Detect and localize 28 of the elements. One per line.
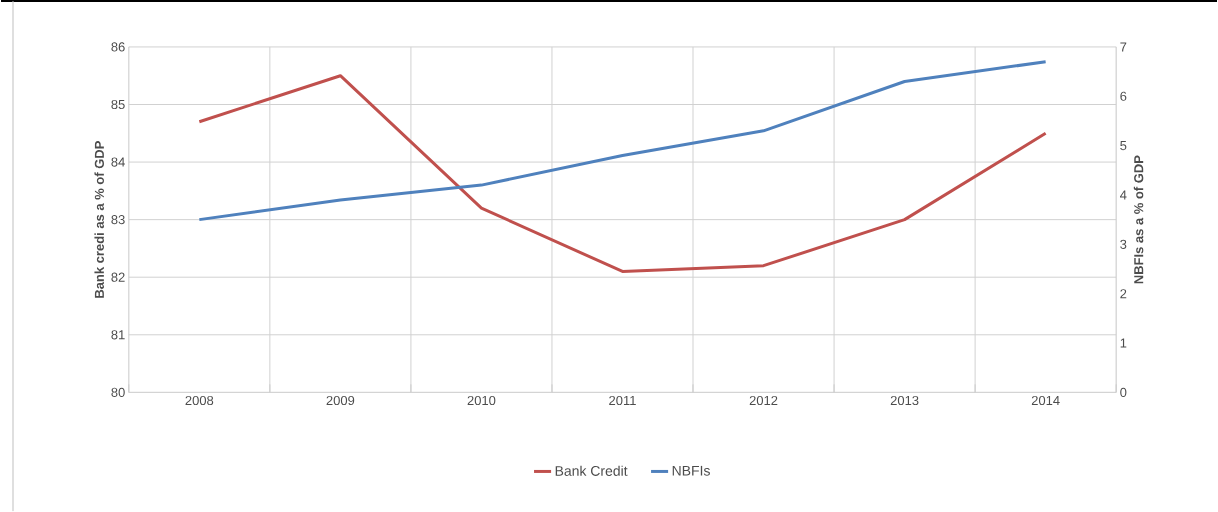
y2-tick-label: 2	[1120, 289, 1127, 299]
y2-tick-label: 4	[1120, 190, 1127, 200]
y-tick-label: 81	[111, 330, 125, 340]
y2-axis-title: NBFIs as a % of GDP	[1133, 155, 1144, 284]
y-tick-label: 83	[111, 215, 125, 225]
y2-tick-label: 6	[1120, 91, 1127, 102]
x-tick-label: 2010	[467, 396, 496, 406]
x-tick-label: 2013	[890, 396, 919, 406]
x-tick-label: 2011	[609, 396, 636, 406]
y-tick-label: 82	[111, 272, 125, 282]
y2-tick-label: 5	[1120, 141, 1127, 151]
y-axis-title: Bank credi as a % of GDP	[94, 141, 104, 298]
y2-tick-label: 0	[1120, 387, 1127, 398]
x-tick-label: 2014	[1031, 396, 1060, 406]
y2-tick-label: 3	[1120, 239, 1127, 250]
y-tick-label: 80	[111, 387, 125, 398]
line-series	[197, 60, 1048, 222]
legend-label: NBFIs	[672, 466, 710, 476]
line-series	[197, 74, 1048, 274]
y2-tick-label: 1	[1120, 338, 1127, 348]
y-tick-label: 86	[111, 42, 125, 52]
x-tick-label: 2009	[326, 396, 355, 406]
y-tick-label: 85	[111, 100, 125, 110]
y-tick-label: 84	[111, 157, 125, 167]
x-tick-label: 2012	[749, 396, 778, 406]
x-tick-label: 2008	[185, 396, 214, 406]
legend-label: Bank Credit	[555, 465, 628, 477]
y2-tick-label: 7	[1120, 42, 1127, 52]
